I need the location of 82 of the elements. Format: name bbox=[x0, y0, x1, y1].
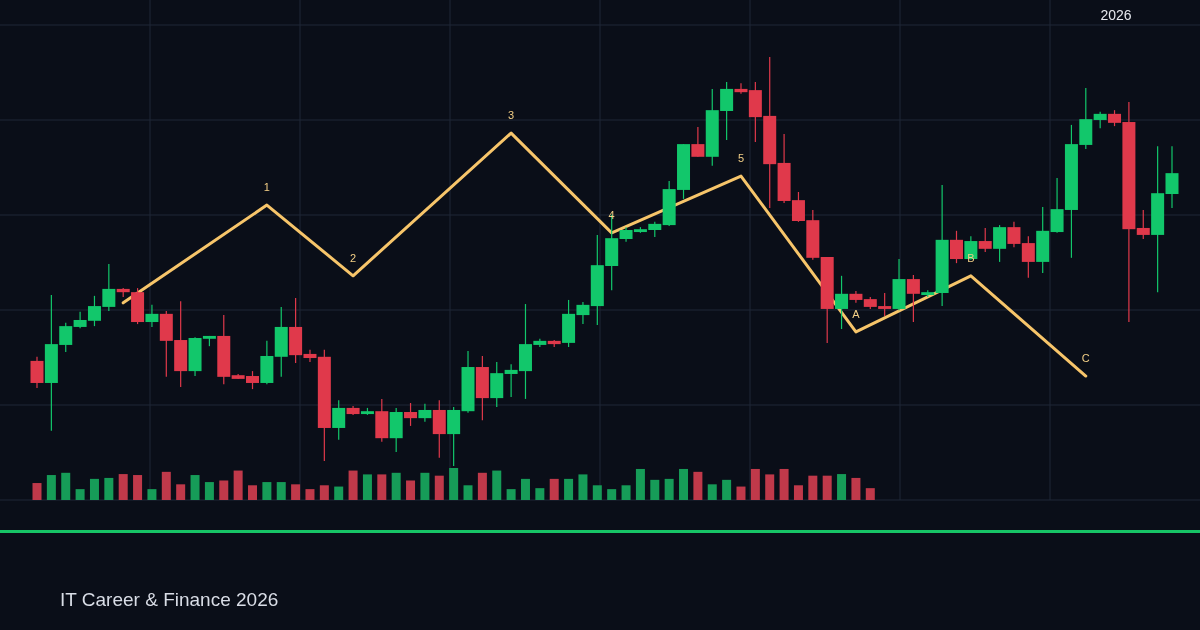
bar bbox=[463, 485, 473, 500]
bar bbox=[190, 475, 200, 500]
bar bbox=[650, 479, 660, 500]
bar bbox=[765, 474, 775, 500]
bar bbox=[420, 472, 430, 500]
bar bbox=[506, 489, 516, 500]
bar bbox=[592, 485, 602, 500]
bar bbox=[391, 472, 401, 500]
bar bbox=[837, 474, 847, 500]
bar bbox=[133, 475, 143, 500]
bar bbox=[89, 478, 99, 500]
bar bbox=[707, 484, 717, 500]
annotation: A bbox=[852, 307, 861, 320]
candlestick bbox=[1165, 145, 1179, 209]
bar bbox=[564, 478, 574, 500]
bar bbox=[176, 484, 186, 500]
bar bbox=[319, 485, 329, 500]
annotation: 5 bbox=[737, 152, 745, 165]
candlestick bbox=[734, 82, 748, 95]
bar bbox=[262, 482, 272, 500]
candlestick bbox=[404, 402, 418, 427]
annotation: 3 bbox=[508, 109, 515, 122]
bar bbox=[535, 488, 545, 500]
bar bbox=[607, 489, 617, 500]
bar bbox=[305, 489, 315, 500]
candlestick bbox=[30, 356, 44, 389]
bar bbox=[161, 471, 171, 500]
candlestick bbox=[949, 230, 963, 264]
text: IT Career & Finance 2026 bbox=[60, 589, 279, 610]
bar bbox=[722, 479, 732, 500]
bar bbox=[664, 478, 674, 500]
bar bbox=[621, 485, 631, 500]
bar bbox=[865, 488, 875, 500]
bar bbox=[477, 472, 487, 500]
bar bbox=[276, 482, 286, 500]
bar bbox=[808, 475, 818, 500]
bar bbox=[233, 470, 243, 500]
bar bbox=[434, 475, 444, 500]
bar bbox=[822, 475, 832, 500]
bar bbox=[291, 484, 301, 500]
bar bbox=[362, 474, 372, 500]
candlestick bbox=[1136, 209, 1150, 240]
annotation: 1 bbox=[263, 181, 270, 194]
bar bbox=[118, 474, 128, 500]
bar bbox=[377, 474, 387, 500]
candlestick bbox=[1021, 235, 1035, 279]
annotation: 4 bbox=[608, 208, 615, 221]
bar bbox=[32, 483, 42, 500]
bar bbox=[75, 489, 85, 500]
candlestick bbox=[418, 403, 432, 423]
bar bbox=[779, 468, 789, 500]
annotation: C bbox=[1081, 352, 1090, 365]
candlestick bbox=[145, 304, 159, 328]
candlestick bbox=[978, 227, 992, 253]
bar bbox=[736, 486, 746, 500]
bar bbox=[793, 485, 803, 500]
candlestick bbox=[691, 126, 705, 158]
candlestick bbox=[1007, 221, 1021, 248]
bar bbox=[406, 480, 416, 500]
candlestick bbox=[906, 274, 920, 323]
candlestick bbox=[993, 224, 1007, 263]
bar bbox=[46, 475, 56, 500]
bar bbox=[219, 480, 229, 500]
bar bbox=[204, 482, 214, 500]
bar bbox=[549, 478, 559, 500]
bar bbox=[520, 478, 530, 500]
bar bbox=[578, 474, 588, 500]
bar bbox=[334, 486, 344, 500]
bar bbox=[248, 485, 258, 500]
bar bbox=[492, 470, 502, 500]
bar bbox=[635, 468, 645, 500]
bar bbox=[693, 471, 703, 500]
bar bbox=[679, 468, 689, 500]
annotation: 2 bbox=[350, 251, 357, 264]
candlestick bbox=[332, 399, 346, 441]
bar bbox=[147, 489, 157, 500]
bar bbox=[104, 477, 114, 500]
text: 2026 bbox=[1100, 7, 1132, 23]
bar bbox=[348, 470, 358, 500]
bar bbox=[61, 472, 71, 500]
candlestick bbox=[835, 275, 849, 330]
bar bbox=[851, 477, 861, 500]
